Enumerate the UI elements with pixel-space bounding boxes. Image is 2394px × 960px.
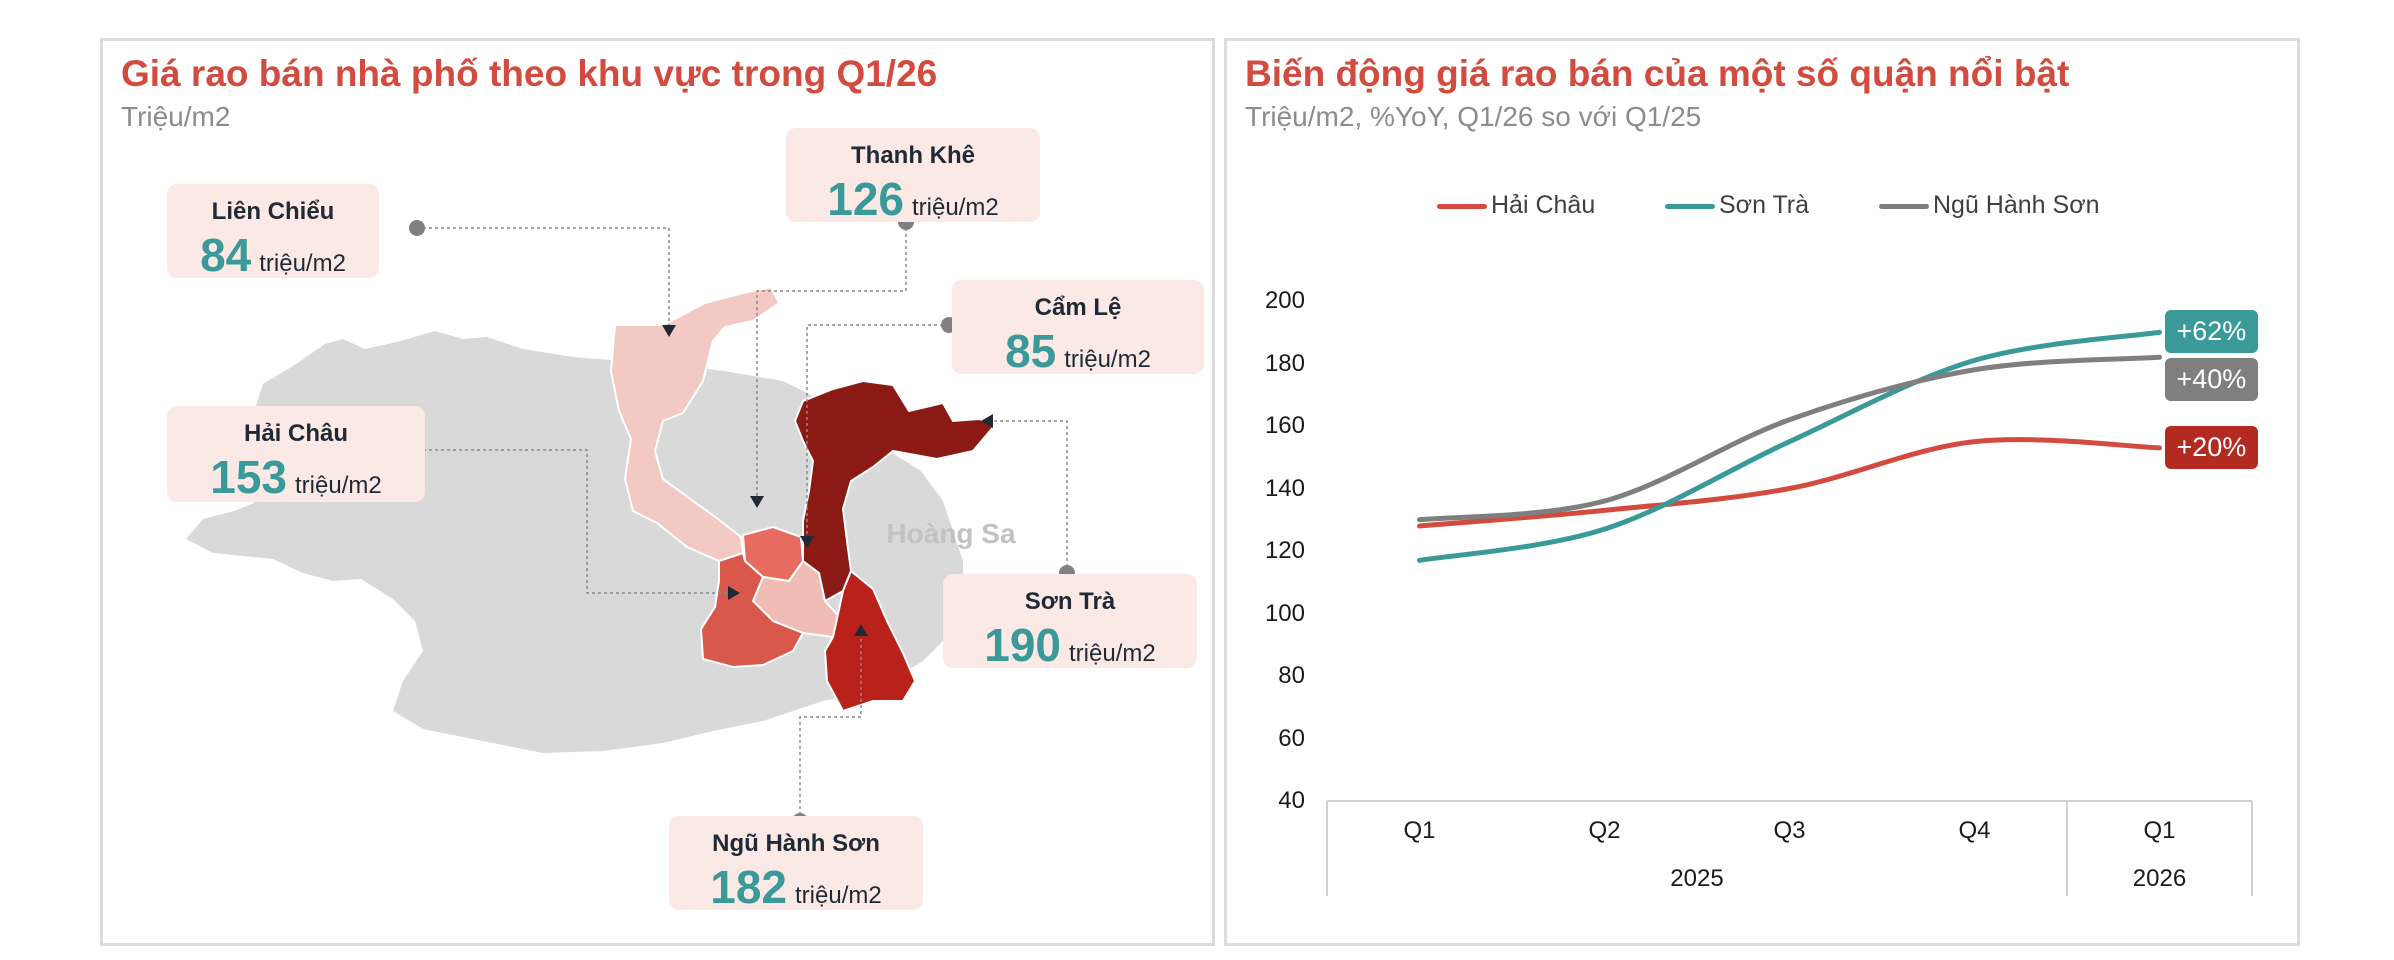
leader-ngu-hanh-son (799, 636, 862, 821)
leader-arrows (662, 325, 993, 636)
series-line-ngu-hanh-son (1417, 354, 2162, 523)
callout-thanh-khe: Thanh Khê 126 triệu/m2 (786, 128, 1040, 225)
x-tick-label: Q3 (1773, 817, 1806, 844)
leader-cam-le (806, 324, 949, 536)
y-tick-label: 200 (1264, 287, 1305, 314)
line-chart-title: Biến động giá rao bán của một số quận nổ… (1245, 53, 2070, 94)
leader-lien-chieu (417, 227, 670, 325)
district-ngu-hanh-son (823, 569, 917, 713)
callout-lien-chieu: Liên Chiểu 84 triệu/m2 (167, 184, 379, 281)
leader-thanh-khe (756, 222, 907, 496)
y-tick-label: 40 (1278, 787, 1305, 814)
y-tick-label: 120 (1264, 537, 1305, 564)
leader-hai-chau (417, 449, 728, 594)
district-unit: triệu/m2 (1064, 346, 1151, 373)
district-value: 126 (827, 173, 905, 225)
leader-lines (417, 222, 1068, 821)
legend-item-son-tra: Sơn Trà (1665, 191, 1809, 220)
line-chart-subtitle: Triệu/m2, %YoY, Q1/26 so với Q1/25 (1245, 101, 1702, 132)
x-tick-label: Q1 (2143, 817, 2176, 844)
legend-swatch (1665, 203, 1715, 209)
arrow-hai-chau (728, 586, 740, 600)
district-name: Liên Chiểu (211, 198, 335, 225)
legend-swatch (1879, 203, 1929, 209)
line-chart-panel: Biến động giá rao bán của một số quận nổ… (1224, 38, 2300, 946)
callout-cam-le: Cẩm Lệ 85 triệu/m2 (952, 280, 1204, 377)
district-name: Ngũ Hành Sơn (712, 830, 880, 857)
callout-ngu-hanh-son: Ngũ Hành Sơn 182 triệu/m2 (669, 816, 923, 913)
legend-label: Hải Châu (1491, 191, 1596, 219)
arrow-ngu-hanh-son (854, 624, 868, 636)
map-title: Giá rao bán nhà phố theo khu vực trong Q… (121, 53, 938, 94)
district-unit: triệu/m2 (912, 194, 999, 221)
legend-label: Sơn Trà (1719, 191, 1810, 219)
arrow-cam-le (800, 536, 814, 548)
map-panel: Giá rao bán nhà phố theo khu vực trong Q… (100, 38, 1215, 946)
callout-son-tra: Sơn Trà 190 triệu/m2 (943, 574, 1197, 671)
district-lien-chieu (609, 285, 781, 563)
legend-item-ngu-hanh-son: Ngũ Hành Sơn (1879, 191, 2100, 220)
district-value: 85 (1005, 325, 1057, 377)
district-name: Hải Châu (243, 420, 348, 447)
series-line-hai-chau (1417, 437, 2162, 529)
legend-label: Ngũ Hành Sơn (1933, 191, 2100, 219)
y-tick-label: 140 (1264, 474, 1305, 502)
x-tick-label: Q2 (1588, 817, 1621, 844)
map-subtitle: Triệu/m2 (121, 101, 231, 132)
district-name: Sơn Trà (1024, 588, 1116, 615)
district-value: 182 (710, 861, 788, 913)
x-tick-label: Q1 (1403, 817, 1436, 844)
district-hai-chau (699, 551, 805, 669)
line-chart-plot (1326, 329, 2253, 896)
dot-lien-chieu (409, 220, 425, 236)
x-group-label: 2025 (1670, 865, 1724, 892)
district-unit: triệu/m2 (295, 472, 382, 499)
arrow-son-tra (981, 414, 993, 428)
leader-son-tra (993, 420, 1068, 573)
end-label-ngu-hanh-son: +40% (2164, 358, 2259, 402)
x-tick-label: Q4 (1958, 817, 1991, 844)
y-tick-label: 180 (1264, 349, 1305, 377)
district-unit: triệu/m2 (259, 250, 346, 277)
arrow-lien-chieu (662, 325, 676, 337)
sea-label: Hoàng Sa (886, 518, 1016, 549)
y-tick-label: 80 (1278, 662, 1305, 689)
x-group-label: 2026 (2132, 865, 2187, 892)
district-value: 190 (984, 619, 1062, 671)
series-line-son-tra (1417, 329, 2162, 563)
y-tick-label: 100 (1264, 599, 1305, 627)
y-tick-label: 60 (1278, 724, 1305, 752)
district-name: Thanh Khê (851, 142, 975, 169)
district-value: 153 (210, 451, 288, 503)
district-unit: triệu/m2 (795, 882, 882, 909)
district-unit: triệu/m2 (1069, 640, 1156, 667)
legend-item-hai-chau: Hải Châu (1437, 191, 1595, 220)
district-name: Cẩm Lệ (1034, 294, 1122, 321)
callout-hai-chau: Hải Châu 153 triệu/m2 (167, 406, 425, 503)
end-label-hai-chau: +20% (2164, 425, 2259, 469)
legend-swatch (1437, 203, 1487, 209)
arrow-thanh-khe (750, 496, 764, 508)
district-value: 84 (200, 229, 252, 281)
end-label-son-tra: +62% (2164, 310, 2259, 354)
y-tick-label: 160 (1264, 412, 1305, 439)
